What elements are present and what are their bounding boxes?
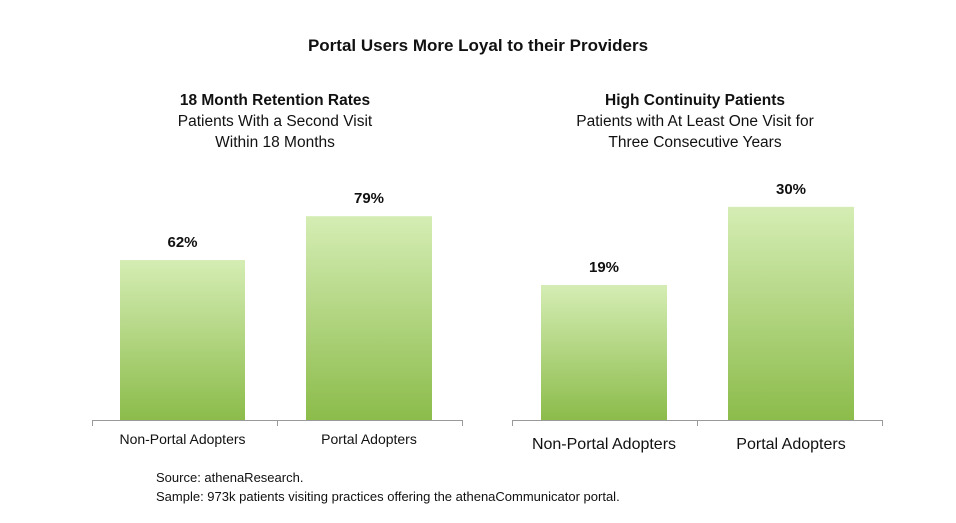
right-panel-subtitle-line-2: Three Consecutive Years [608, 134, 782, 151]
right-data-label-1: 19% [589, 259, 619, 276]
right-panel-header: High Continuity Patients Patients with A… [500, 90, 890, 153]
left-category-label-2: Portal Adopters [321, 431, 417, 447]
left-data-label-2: 79% [354, 190, 384, 207]
left-data-label-1: 62% [167, 234, 197, 251]
right-category-label-2: Portal Adopters [736, 436, 845, 453]
left-category-label-1: Non-Portal Adopters [119, 431, 245, 447]
right-bar-2 [728, 206, 854, 420]
left-bar-2 [306, 216, 432, 420]
right-bar-1 [541, 285, 667, 420]
right-panel-subtitle-line-1: Patients with At Least One Visit for [576, 113, 814, 130]
right-data-label-2: 30% [776, 181, 806, 198]
sample-note: Sample: 973k patients visiting practices… [156, 489, 620, 504]
left-panel-subtitle-line-1: Patients With a Second Visit [177, 113, 373, 130]
source-note: Source: athenaResearch. [156, 470, 304, 485]
left-panel-subtitle-line-2: Within 18 Months [215, 134, 335, 151]
left-panel-title: 18 Month Retention Rates [179, 92, 371, 109]
chart-title: Portal Users More Loyal to their Provide… [307, 36, 649, 55]
left-bar-1 [120, 260, 245, 420]
right-category-label-1: Non-Portal Adopters [532, 436, 676, 453]
right-panel-title: High Continuity Patients [605, 92, 785, 109]
left-panel-header: 18 Month Retention Rates Patients With a… [80, 90, 470, 153]
